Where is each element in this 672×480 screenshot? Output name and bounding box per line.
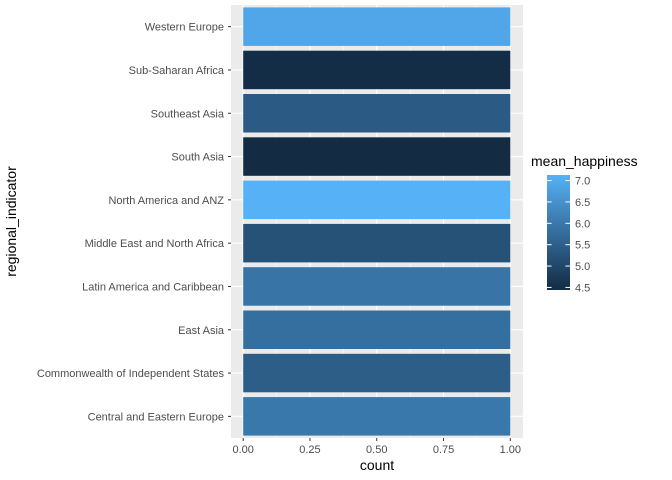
- bar: [243, 397, 511, 436]
- bars: [243, 7, 511, 436]
- y-tick-label: Commonwealth of Independent States: [37, 368, 225, 380]
- x-axis: 0.00 0.25 0.50 0.75 1.00: [232, 438, 521, 456]
- x-tick-label: 0.50: [366, 444, 387, 456]
- y-axis: Central and Eastern Europe Commonwealth o…: [37, 22, 231, 423]
- legend: mean_happiness 7.0 6.5 6.0 5.5 5.0 4.5: [531, 153, 638, 294]
- y-tick-label: Central and Eastern Europe: [88, 411, 224, 423]
- legend-colorbar: [547, 175, 570, 290]
- y-tick-label: Latin America and Caribbean: [82, 281, 224, 293]
- y-tick-label: East Asia: [178, 325, 225, 337]
- bar: [243, 137, 511, 176]
- x-tick-label: 1.00: [500, 444, 521, 456]
- x-tick-label: 0.00: [232, 444, 253, 456]
- y-axis-title: regional_indicator: [3, 166, 19, 277]
- bar: [243, 94, 511, 133]
- x-tick-label: 0.75: [433, 444, 454, 456]
- bar: [243, 223, 511, 263]
- bar: [243, 180, 511, 220]
- legend-ticks: 7.0 6.5 6.0 5.5 5.0 4.5: [547, 176, 590, 294]
- bar: [243, 353, 511, 393]
- legend-label: 7.0: [575, 176, 590, 188]
- bar: [243, 50, 511, 90]
- x-tick-label: 0.25: [299, 444, 320, 456]
- x-axis-title: count: [360, 457, 394, 473]
- legend-label: 6.0: [575, 218, 590, 230]
- bar: [243, 267, 511, 306]
- bar: [243, 310, 511, 349]
- y-tick-label: Middle East and North Africa: [85, 238, 225, 250]
- bar: [243, 7, 511, 46]
- legend-title: mean_happiness: [531, 153, 638, 169]
- y-tick-label: Western Europe: [145, 22, 224, 34]
- y-tick-label: Sub-Saharan Africa: [129, 65, 225, 77]
- legend-label: 4.5: [575, 282, 590, 294]
- y-tick-label: North America and ANZ: [108, 195, 224, 207]
- y-tick-label: Southeast Asia: [151, 108, 225, 120]
- legend-label: 5.5: [575, 240, 590, 252]
- y-tick-label: South Asia: [171, 152, 224, 164]
- legend-label: 5.0: [575, 261, 590, 273]
- legend-label: 6.5: [575, 197, 590, 209]
